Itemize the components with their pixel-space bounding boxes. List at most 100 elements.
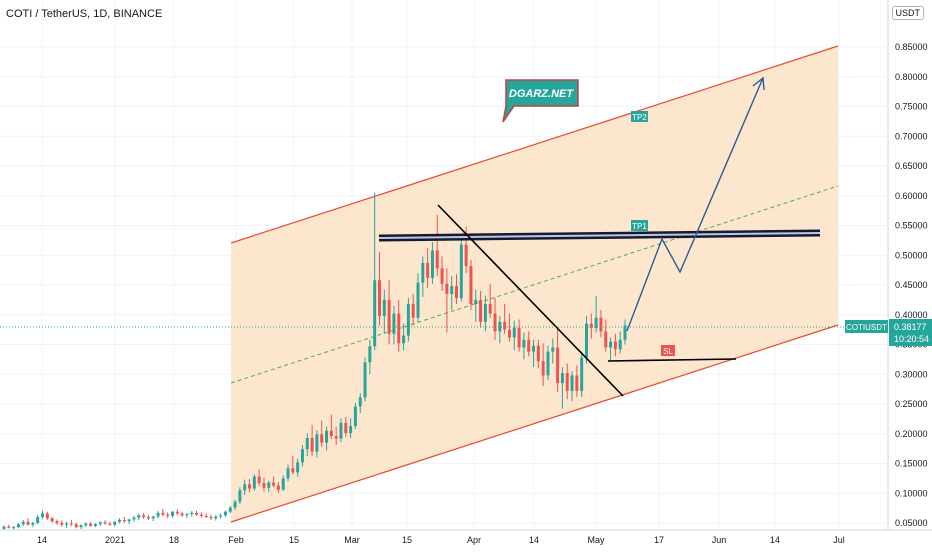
candle[interactable] [296, 458, 300, 477]
candle[interactable] [604, 319, 608, 352]
candle[interactable] [334, 426, 338, 446]
candle[interactable] [12, 525, 16, 530]
candle[interactable] [41, 510, 45, 520]
candle[interactable] [281, 475, 285, 491]
candle[interactable] [315, 430, 319, 458]
candle[interactable] [98, 521, 102, 526]
candle[interactable] [623, 319, 627, 345]
candle[interactable] [551, 338, 555, 364]
candle[interactable] [103, 520, 107, 525]
candle[interactable] [358, 393, 362, 413]
candle[interactable] [570, 371, 574, 402]
candle[interactable] [36, 514, 40, 525]
candle[interactable] [589, 313, 593, 339]
candle[interactable] [517, 319, 521, 352]
candle[interactable] [142, 512, 146, 519]
candle[interactable] [329, 414, 333, 440]
candle[interactable] [118, 518, 122, 524]
candle[interactable] [180, 511, 184, 518]
candle[interactable] [65, 521, 69, 528]
candle[interactable] [421, 256, 425, 297]
candle[interactable] [527, 331, 531, 357]
candle[interactable] [300, 445, 304, 467]
candle[interactable] [373, 192, 377, 351]
time-axis[interactable]: 14 2021 18 Feb 15 Mar 15 Apr 14 May 17 Jun 14 Jul [0, 529, 932, 545]
candle[interactable] [305, 433, 309, 457]
candle[interactable] [406, 298, 410, 342]
candle[interactable] [127, 518, 131, 525]
candle[interactable] [440, 256, 444, 291]
candle[interactable] [195, 510, 199, 516]
candle[interactable] [435, 214, 439, 277]
candle[interactable] [31, 521, 35, 528]
candle[interactable] [512, 320, 516, 351]
candle[interactable] [325, 426, 329, 451]
candle[interactable] [21, 520, 25, 526]
candle[interactable] [161, 508, 165, 517]
candle[interactable] [170, 511, 174, 518]
candle[interactable] [166, 512, 170, 519]
candle[interactable] [353, 402, 357, 429]
candle[interactable] [2, 525, 6, 531]
candle[interactable] [488, 283, 492, 318]
candle[interactable] [556, 327, 560, 393]
candle[interactable] [584, 315, 588, 364]
candle[interactable] [397, 299, 401, 352]
candle[interactable] [233, 499, 237, 510]
candle[interactable] [382, 289, 386, 334]
candle[interactable] [243, 479, 247, 496]
candle[interactable] [536, 339, 540, 369]
channel-upper-line[interactable] [230, 45, 839, 244]
candle[interactable] [522, 332, 526, 360]
candle[interactable] [320, 420, 324, 447]
tp2-tag[interactable]: TP2 [631, 111, 648, 122]
candle[interactable] [74, 523, 78, 529]
candle[interactable] [599, 309, 603, 338]
candle[interactable] [113, 521, 117, 527]
candle[interactable] [132, 515, 136, 522]
candle[interactable] [84, 522, 88, 528]
candle[interactable] [363, 357, 367, 402]
candle[interactable] [146, 514, 150, 521]
candle[interactable] [618, 331, 622, 354]
candle[interactable] [402, 323, 406, 351]
candle[interactable] [55, 519, 59, 525]
candle[interactable] [199, 512, 203, 518]
candle[interactable] [368, 339, 372, 375]
candle[interactable] [469, 260, 473, 310]
candle[interactable] [204, 513, 208, 519]
candle[interactable] [580, 351, 584, 397]
candle[interactable] [503, 304, 507, 334]
candle[interactable] [286, 464, 290, 482]
candle[interactable] [69, 520, 73, 526]
candle[interactable] [426, 248, 430, 288]
candle[interactable] [349, 418, 353, 438]
candle[interactable] [214, 515, 218, 521]
descending-trendline[interactable] [437, 204, 624, 397]
candle[interactable] [50, 517, 54, 523]
candle[interactable] [26, 518, 30, 526]
candle[interactable] [565, 363, 569, 400]
price-axis[interactable]: 0.85000 0.80000 0.75000 0.70000 0.65000 0.600… [887, 0, 928, 530]
candle[interactable] [609, 337, 613, 362]
candle[interactable] [483, 295, 487, 332]
watermark-callout[interactable]: DGARZ.NET [502, 79, 579, 123]
candle[interactable] [459, 236, 463, 302]
candle[interactable] [238, 487, 242, 504]
projected-path[interactable] [626, 77, 764, 332]
candle[interactable] [108, 521, 112, 526]
tp1-tag[interactable]: TP1 [631, 220, 648, 231]
candle[interactable] [575, 365, 579, 397]
candle[interactable] [223, 510, 227, 518]
candle[interactable] [392, 305, 396, 345]
candle[interactable] [156, 511, 160, 519]
candle[interactable] [228, 505, 232, 514]
candle[interactable] [175, 509, 179, 516]
candle[interactable] [498, 315, 502, 344]
candle[interactable] [613, 333, 617, 357]
candle[interactable] [387, 280, 391, 345]
candle[interactable] [93, 523, 97, 528]
candle[interactable] [122, 517, 126, 523]
candle[interactable] [45, 511, 49, 521]
candle[interactable] [272, 476, 276, 488]
